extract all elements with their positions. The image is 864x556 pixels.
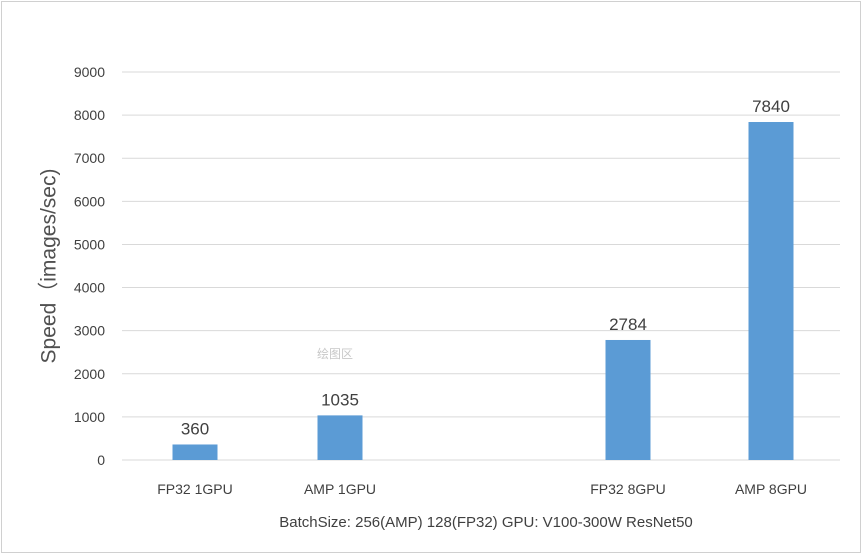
- y-tick-label: 1000: [74, 409, 105, 425]
- y-tick-label: 4000: [74, 280, 105, 296]
- x-category-label: FP32 8GPU: [590, 481, 665, 497]
- bar: [317, 415, 363, 460]
- data-label: 1035: [321, 390, 359, 409]
- y-tick-label: 5000: [74, 236, 105, 252]
- y-tick-label: 7000: [74, 150, 105, 166]
- data-label: 360: [181, 419, 209, 438]
- y-tick-label: 0: [97, 452, 105, 468]
- data-label: 7840: [752, 97, 790, 116]
- x-category-label: AMP 1GPU: [304, 481, 376, 497]
- y-tick-labels: 0 1000 2000 3000 4000 5000 6000 7000 8000 9000: [74, 64, 105, 468]
- x-category-label: AMP 8GPU: [735, 481, 807, 497]
- y-tick-label: 2000: [74, 366, 105, 382]
- y-tick-label: 8000: [74, 107, 105, 123]
- y-tick-label: 3000: [74, 323, 105, 339]
- x-category-labels: FP32 1GPU AMP 1GPU FP32 8GPU AMP 8GPU: [157, 481, 807, 497]
- y-axis-title: Speed（images/sec): [38, 169, 61, 364]
- x-axis-title: BatchSize: 256(AMP) 128(FP32) GPU: V100-…: [279, 514, 693, 531]
- gridlines: [122, 71, 840, 461]
- y-tick-label: 6000: [74, 193, 105, 209]
- y-tick-label: 9000: [74, 64, 105, 80]
- bar: [605, 339, 651, 460]
- data-labels: 360 1035 2784 7840: [181, 97, 790, 438]
- bar: [748, 122, 794, 461]
- data-label: 2784: [609, 315, 647, 334]
- bar: [172, 444, 218, 460]
- bars: [172, 122, 794, 461]
- x-category-label: FP32 1GPU: [157, 481, 232, 497]
- plot-area-watermark: 绘图区: [317, 346, 353, 361]
